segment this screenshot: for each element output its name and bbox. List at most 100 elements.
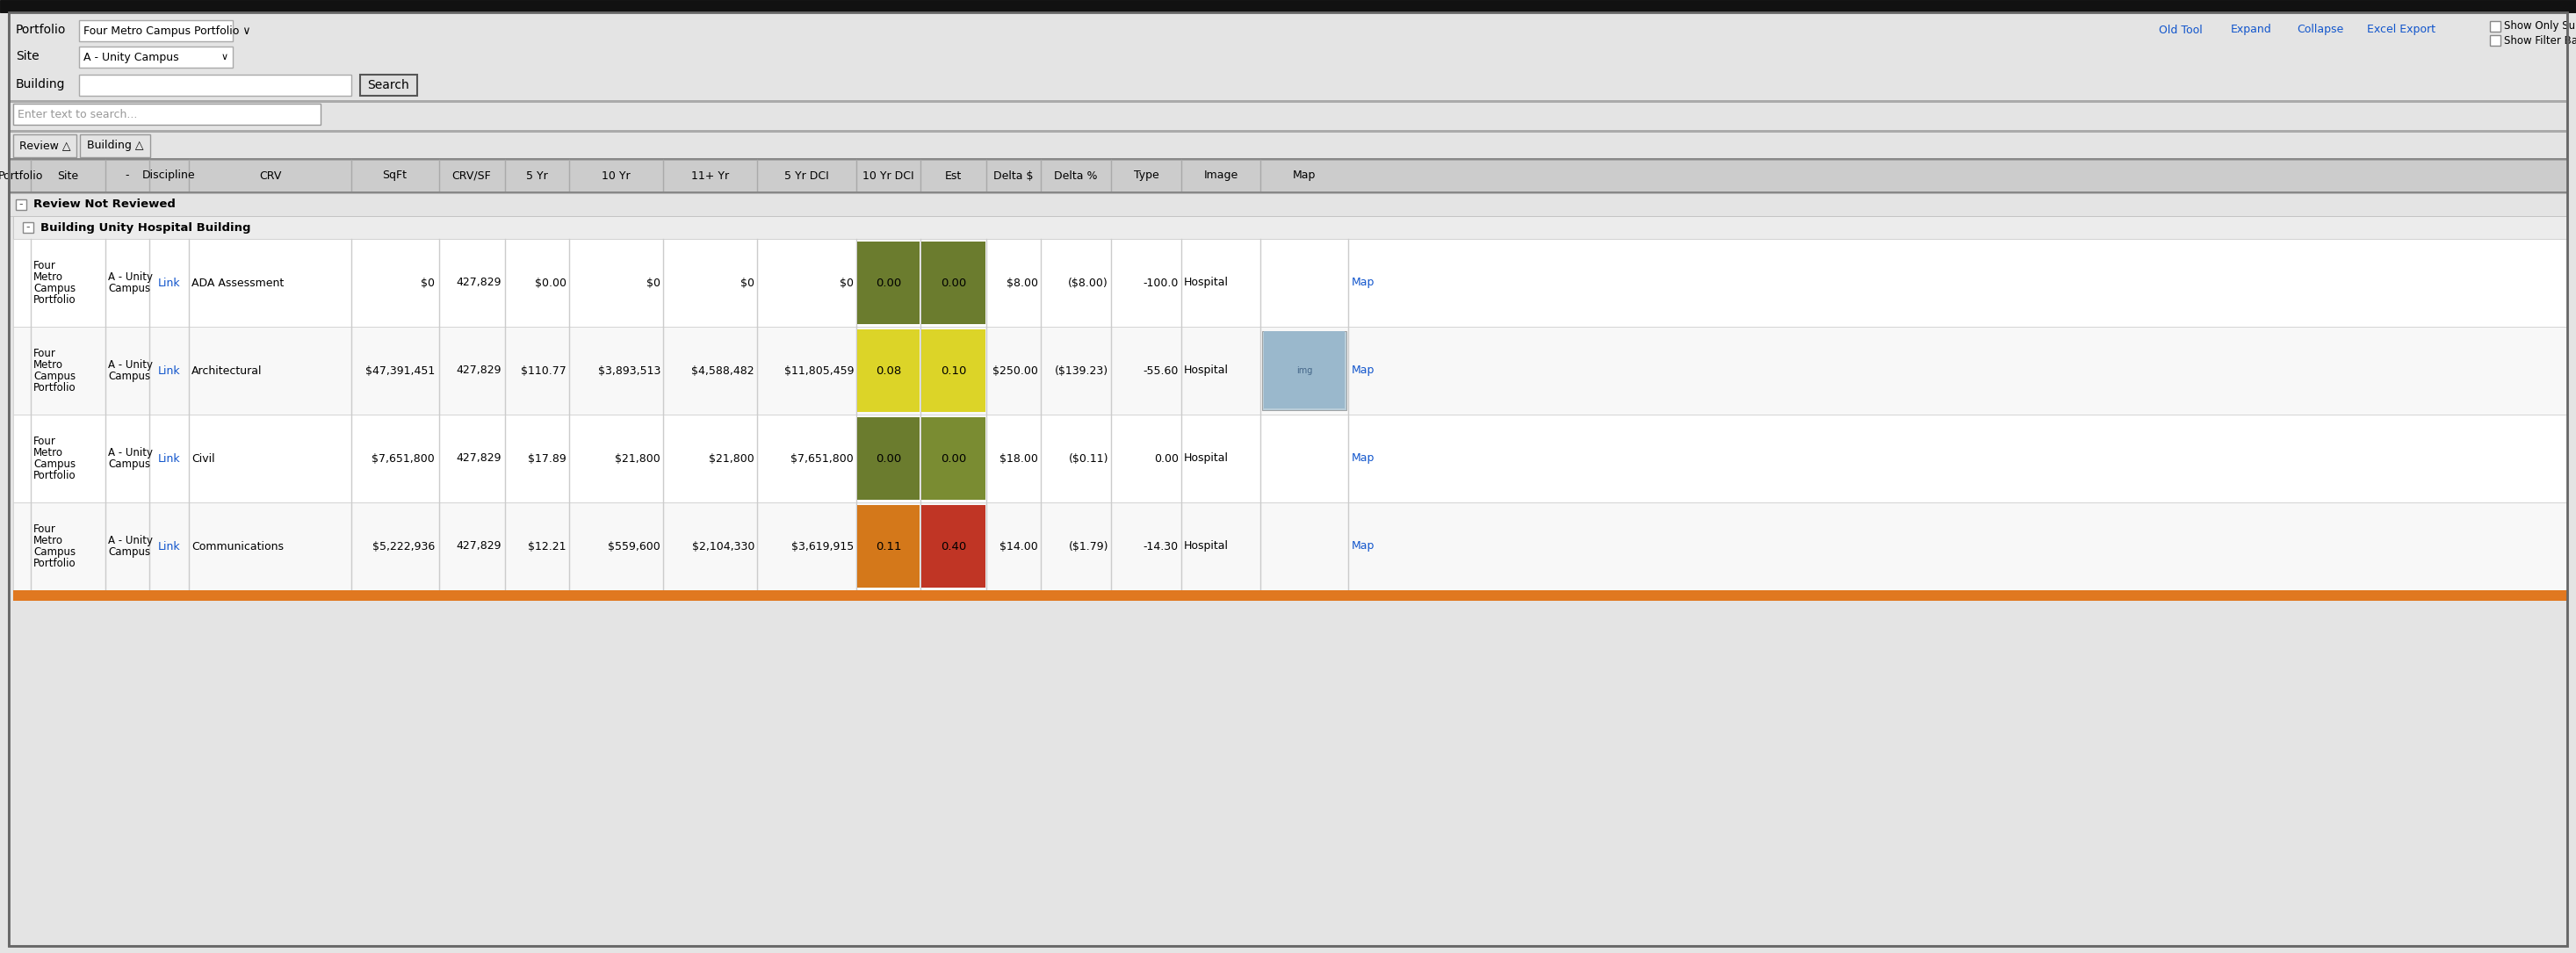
Bar — [922, 505, 987, 588]
Text: Metro: Metro — [33, 359, 64, 371]
Bar — [1265, 331, 1345, 409]
Bar — [13, 327, 2568, 415]
Bar — [80, 74, 350, 95]
Text: Type: Type — [1133, 170, 1159, 181]
Text: Map: Map — [1352, 540, 1376, 552]
Text: Search: Search — [368, 79, 410, 91]
Text: Campus: Campus — [33, 283, 75, 294]
Text: -: - — [18, 199, 23, 211]
Text: 427,829: 427,829 — [456, 540, 502, 552]
Text: 10 Yr: 10 Yr — [603, 170, 631, 181]
Text: -55.60: -55.60 — [1144, 365, 1180, 376]
Text: A - Unity: A - Unity — [108, 535, 152, 546]
Text: Hospital: Hospital — [1185, 453, 1229, 464]
Text: ($0.11): ($0.11) — [1069, 453, 1108, 464]
Text: A - Unity: A - Unity — [108, 359, 152, 371]
Text: Image: Image — [1203, 170, 1239, 181]
Text: $47,391,451: $47,391,451 — [366, 365, 435, 376]
Text: $2,104,330: $2,104,330 — [693, 540, 755, 552]
Text: $0: $0 — [840, 277, 853, 289]
Bar — [15, 199, 26, 210]
Text: 0.00: 0.00 — [940, 277, 966, 289]
Text: Campus: Campus — [108, 283, 149, 294]
Text: Portfolio: Portfolio — [33, 558, 77, 569]
Text: Building △: Building △ — [88, 140, 144, 152]
Text: $0: $0 — [647, 277, 659, 289]
Bar — [858, 330, 920, 412]
Bar — [13, 104, 319, 125]
Text: Metro: Metro — [33, 447, 64, 458]
Text: Map: Map — [1352, 277, 1376, 289]
Bar — [23, 222, 33, 233]
Text: ADA Assessment: ADA Assessment — [191, 277, 283, 289]
Text: 0.00: 0.00 — [1154, 453, 1180, 464]
Text: 0.10: 0.10 — [940, 365, 966, 376]
Text: Campus: Campus — [108, 458, 149, 470]
Text: 427,829: 427,829 — [456, 277, 502, 289]
Text: 0.00: 0.00 — [940, 453, 966, 464]
Text: Portfolio: Portfolio — [33, 382, 77, 394]
Text: Map: Map — [1352, 365, 1376, 376]
Bar — [361, 74, 417, 95]
Text: Portfolio: Portfolio — [33, 470, 77, 481]
Text: Campus: Campus — [33, 546, 75, 558]
Text: Communications: Communications — [191, 540, 283, 552]
Text: Enter text to search...: Enter text to search... — [18, 109, 137, 120]
Text: Review △: Review △ — [18, 140, 70, 152]
Bar — [922, 241, 987, 324]
Text: Metro: Metro — [33, 535, 64, 546]
Text: Est: Est — [945, 170, 961, 181]
Text: Link: Link — [157, 540, 180, 552]
Text: Four: Four — [33, 260, 57, 272]
Text: Portfolio: Portfolio — [33, 294, 77, 306]
Text: 427,829: 427,829 — [456, 453, 502, 464]
Text: -: - — [126, 170, 129, 181]
Text: Hospital: Hospital — [1185, 540, 1229, 552]
Bar — [922, 330, 987, 412]
Text: Map: Map — [1293, 170, 1316, 181]
Bar — [922, 417, 987, 499]
Text: Show Filter Bar: Show Filter Bar — [2504, 34, 2576, 46]
Text: A - Unity: A - Unity — [108, 447, 152, 458]
Bar — [13, 239, 2568, 327]
Bar — [2491, 21, 2501, 31]
Text: $21,800: $21,800 — [616, 453, 659, 464]
Bar — [13, 415, 2568, 502]
Text: Map: Map — [1352, 453, 1376, 464]
Text: ($1.79): ($1.79) — [1069, 540, 1108, 552]
Text: Excel Export: Excel Export — [2367, 24, 2434, 35]
Text: Four: Four — [33, 523, 57, 535]
Bar — [13, 134, 77, 157]
Text: $0: $0 — [420, 277, 435, 289]
Text: Site: Site — [15, 51, 39, 62]
Text: A - Unity: A - Unity — [108, 272, 152, 283]
Text: Link: Link — [157, 365, 180, 376]
Text: 10 Yr DCI: 10 Yr DCI — [863, 170, 914, 181]
Text: $17.89: $17.89 — [528, 453, 567, 464]
Text: Discipline: Discipline — [142, 170, 196, 181]
Text: 427,829: 427,829 — [456, 365, 502, 376]
Text: CRV/SF: CRV/SF — [451, 170, 492, 181]
Text: $0.00: $0.00 — [536, 277, 567, 289]
Text: Delta $: Delta $ — [994, 170, 1033, 181]
Text: 5 Yr DCI: 5 Yr DCI — [786, 170, 829, 181]
Text: 0.00: 0.00 — [876, 453, 902, 464]
Text: Four: Four — [33, 348, 57, 359]
Text: 0.08: 0.08 — [876, 365, 902, 376]
Text: 0.40: 0.40 — [940, 540, 966, 552]
Text: Portfolio: Portfolio — [15, 24, 67, 36]
Text: ($139.23): ($139.23) — [1054, 365, 1108, 376]
Text: $5,222,936: $5,222,936 — [371, 540, 435, 552]
Bar — [858, 241, 920, 324]
Bar — [1262, 331, 1347, 410]
Bar — [2491, 35, 2501, 46]
Text: $21,800: $21,800 — [708, 453, 755, 464]
Text: 5 Yr: 5 Yr — [526, 170, 549, 181]
Text: Architectural: Architectural — [191, 365, 263, 376]
Text: Hospital: Hospital — [1185, 365, 1229, 376]
Bar — [0, 0, 2576, 12]
Text: Civil: Civil — [191, 453, 214, 464]
Text: Collapse: Collapse — [2298, 24, 2344, 35]
Text: Hospital: Hospital — [1185, 277, 1229, 289]
Bar — [8, 130, 2568, 132]
